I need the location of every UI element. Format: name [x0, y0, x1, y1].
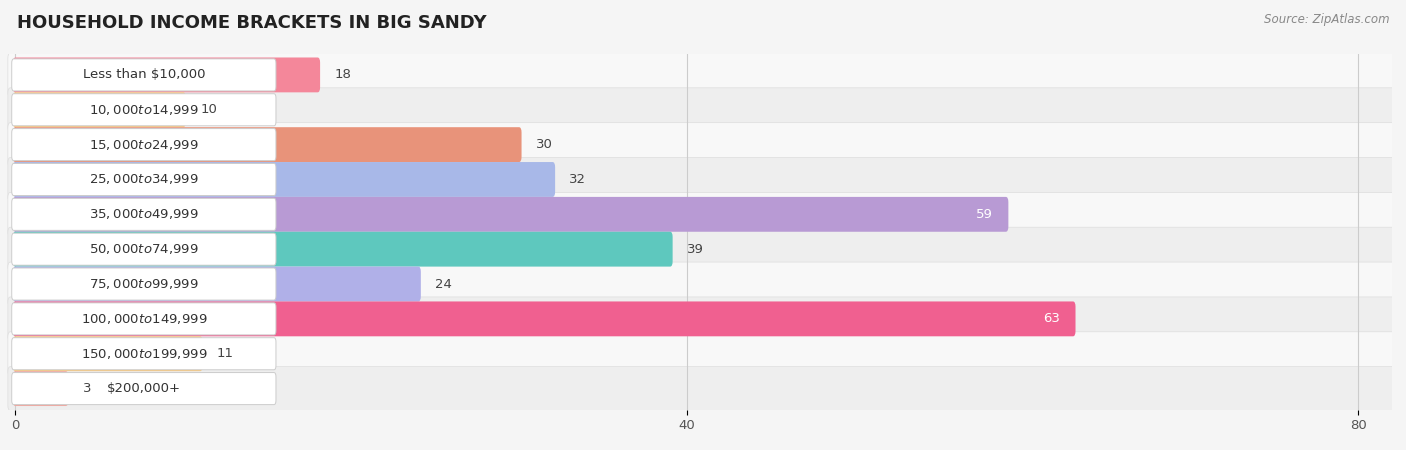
- FancyBboxPatch shape: [13, 371, 69, 406]
- Text: $50,000 to $74,999: $50,000 to $74,999: [89, 242, 198, 256]
- Text: 11: 11: [217, 347, 233, 360]
- Text: $150,000 to $199,999: $150,000 to $199,999: [80, 347, 207, 361]
- FancyBboxPatch shape: [13, 92, 186, 127]
- Text: $15,000 to $24,999: $15,000 to $24,999: [89, 138, 198, 152]
- FancyBboxPatch shape: [11, 94, 276, 126]
- FancyBboxPatch shape: [8, 367, 1395, 410]
- FancyBboxPatch shape: [11, 303, 276, 335]
- Text: 18: 18: [335, 68, 352, 81]
- Text: 32: 32: [569, 173, 586, 186]
- FancyBboxPatch shape: [11, 59, 276, 91]
- FancyBboxPatch shape: [11, 373, 276, 405]
- FancyBboxPatch shape: [13, 336, 202, 371]
- FancyBboxPatch shape: [11, 233, 276, 265]
- Text: $100,000 to $149,999: $100,000 to $149,999: [80, 312, 207, 326]
- FancyBboxPatch shape: [13, 127, 522, 162]
- FancyBboxPatch shape: [8, 262, 1395, 306]
- Text: Less than $10,000: Less than $10,000: [83, 68, 205, 81]
- FancyBboxPatch shape: [13, 162, 555, 197]
- Text: 10: 10: [200, 103, 217, 116]
- Text: 63: 63: [1043, 312, 1060, 325]
- FancyBboxPatch shape: [8, 297, 1395, 341]
- FancyBboxPatch shape: [8, 332, 1395, 376]
- FancyBboxPatch shape: [8, 123, 1395, 166]
- Text: $200,000+: $200,000+: [107, 382, 181, 395]
- FancyBboxPatch shape: [13, 232, 672, 266]
- FancyBboxPatch shape: [13, 58, 321, 92]
- Text: $75,000 to $99,999: $75,000 to $99,999: [89, 277, 198, 291]
- Text: $25,000 to $34,999: $25,000 to $34,999: [89, 172, 198, 186]
- FancyBboxPatch shape: [11, 198, 276, 230]
- FancyBboxPatch shape: [13, 302, 1076, 336]
- FancyBboxPatch shape: [8, 227, 1395, 271]
- FancyBboxPatch shape: [11, 129, 276, 161]
- Text: 3: 3: [83, 382, 91, 395]
- Text: $10,000 to $14,999: $10,000 to $14,999: [89, 103, 198, 117]
- FancyBboxPatch shape: [13, 266, 420, 302]
- FancyBboxPatch shape: [8, 88, 1395, 132]
- Text: 24: 24: [434, 278, 451, 291]
- FancyBboxPatch shape: [11, 268, 276, 300]
- Text: Source: ZipAtlas.com: Source: ZipAtlas.com: [1264, 14, 1389, 27]
- Text: 30: 30: [536, 138, 553, 151]
- FancyBboxPatch shape: [11, 163, 276, 195]
- FancyBboxPatch shape: [11, 338, 276, 370]
- FancyBboxPatch shape: [8, 53, 1395, 97]
- Text: HOUSEHOLD INCOME BRACKETS IN BIG SANDY: HOUSEHOLD INCOME BRACKETS IN BIG SANDY: [17, 14, 486, 32]
- Text: 59: 59: [976, 208, 993, 221]
- FancyBboxPatch shape: [8, 192, 1395, 236]
- FancyBboxPatch shape: [8, 158, 1395, 202]
- FancyBboxPatch shape: [13, 197, 1008, 232]
- Text: 39: 39: [688, 243, 704, 256]
- Text: $35,000 to $49,999: $35,000 to $49,999: [89, 207, 198, 221]
